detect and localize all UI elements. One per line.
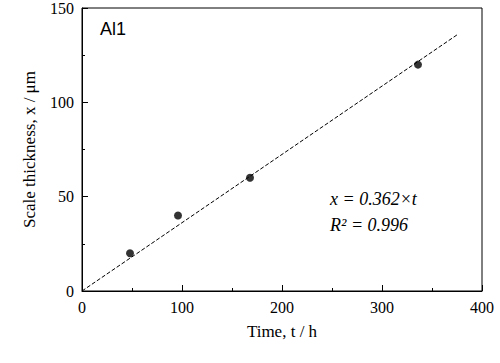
svg-text:150: 150 bbox=[50, 0, 74, 17]
svg-text:0: 0 bbox=[78, 299, 86, 316]
svg-text:0: 0 bbox=[66, 283, 74, 300]
svg-text:300: 300 bbox=[370, 299, 394, 316]
svg-text:400: 400 bbox=[470, 299, 494, 316]
svg-text:Al1: Al1 bbox=[100, 19, 126, 39]
svg-text:R² = 0.996: R² = 0.996 bbox=[329, 215, 408, 235]
svg-text:100: 100 bbox=[170, 299, 194, 316]
svg-text:50: 50 bbox=[58, 188, 74, 205]
svg-text:200: 200 bbox=[270, 299, 294, 316]
svg-text:Scale thickness, x / μm: Scale thickness, x / μm bbox=[20, 71, 39, 228]
svg-text:x = 0.362×t: x = 0.362×t bbox=[329, 189, 418, 209]
svg-text:Time, t / h: Time, t / h bbox=[247, 322, 318, 341]
svg-text:100: 100 bbox=[50, 94, 74, 111]
